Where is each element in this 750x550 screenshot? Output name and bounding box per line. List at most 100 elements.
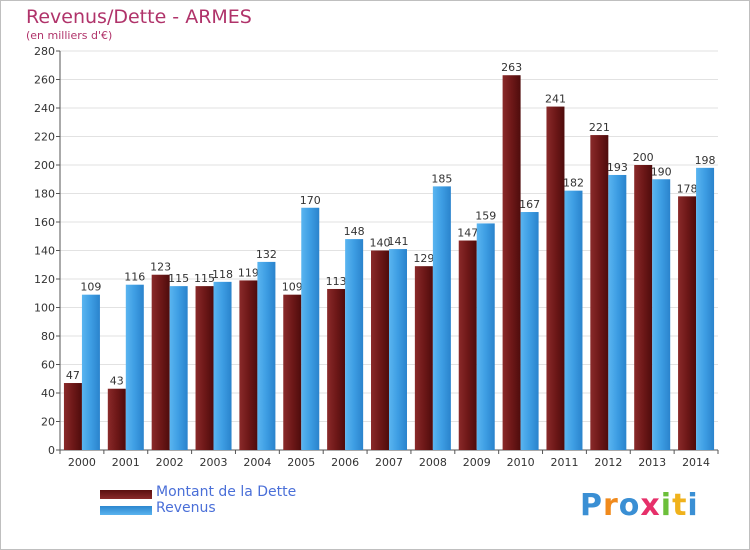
bar-revenue [301,207,320,450]
logo-letter: o [618,488,641,523]
data-label-debt: 263 [501,61,522,74]
bar-revenue [696,167,715,450]
y-tick-label: 80 [41,330,55,343]
y-tick-label: 140 [34,245,55,258]
data-label-revenue: 159 [475,209,496,222]
y-tick-label: 120 [34,273,55,286]
bar-revenue [389,249,407,450]
logo-letter: x [640,488,661,523]
data-label-revenue: 193 [607,161,628,174]
y-tick-label: 40 [41,387,55,400]
logo-letter: r [603,488,619,523]
y-tick-label: 60 [41,359,55,372]
x-tick-label: 2000 [68,456,96,469]
bar-debt [195,286,214,450]
data-label-revenue: 167 [519,198,540,211]
chart-title: Revenus/Dette - ARMES [26,6,252,28]
chart-subtitle: (en milliers d'€) [26,29,113,42]
logo-letter: i [660,488,673,523]
y-tick-label: 0 [48,444,55,457]
data-label-debt: 140 [370,237,391,250]
x-tick-label: 2013 [638,456,666,469]
x-tick-label: 2006 [331,456,359,469]
x-tick-label: 2012 [594,456,622,469]
x-tick-label: 2010 [507,456,535,469]
data-label-debt: 115 [194,272,215,285]
bar-debt [283,294,302,450]
bar-debt [414,266,433,450]
x-tick-label: 2005 [287,456,315,469]
bar-debt [63,383,82,450]
bar-debt [371,250,389,450]
data-label-revenue: 132 [256,248,277,261]
x-tick-label: 2001 [112,456,140,469]
bar-debt [151,274,170,450]
data-label-debt: 43 [110,375,124,388]
x-tick-label: 2004 [243,456,271,469]
bar-debt [107,388,126,450]
bar-debt [327,288,346,450]
bar-debt [678,196,697,450]
x-tick-label: 2008 [419,456,447,469]
data-label-debt: 221 [589,121,610,134]
bar-revenue [169,286,188,450]
data-label-debt: 123 [150,261,171,274]
data-label-revenue: 118 [212,268,233,281]
y-tick-label: 200 [34,159,55,172]
bar-debt [590,135,609,450]
data-label-debt: 47 [66,369,80,382]
data-label-debt: 178 [677,182,698,195]
y-tick-label: 160 [34,216,55,229]
data-label-debt: 109 [282,281,303,294]
y-tick-label: 180 [34,188,55,201]
legend-label-revenue: Revenus [156,500,216,516]
bar-debt [546,106,565,450]
bar-debt [239,280,258,450]
legend-label-debt: Montant de la Dette [156,484,297,500]
data-label-debt: 113 [326,275,347,288]
bar-revenue [564,190,583,450]
bar-debt [502,75,521,450]
data-label-debt: 119 [238,266,259,279]
bar-revenue [213,281,232,450]
bar-revenue [345,239,364,450]
data-label-debt: 241 [545,93,566,106]
y-tick-label: 20 [41,416,55,429]
y-tick-label: 260 [34,74,55,87]
data-label-debt: 129 [413,252,434,265]
y-tick-label: 280 [34,45,55,58]
bar-revenue [652,179,671,450]
y-tick-label: 100 [34,302,55,315]
data-label-revenue: 185 [431,172,452,185]
data-label-debt: 200 [633,151,654,164]
bar-revenue [81,294,100,450]
x-tick-label: 2002 [156,456,184,469]
data-label-revenue: 109 [80,281,101,294]
logo-letter: i [687,488,699,523]
legend-swatch-revenue [100,506,152,515]
data-label-debt: 147 [457,227,478,240]
data-label-revenue: 141 [388,235,409,248]
bar-revenue [432,186,451,450]
bar-revenue [608,174,627,450]
data-label-revenue: 198 [695,154,716,167]
bar-revenue [125,284,144,450]
bar-revenue [520,212,539,450]
x-tick-label: 2009 [463,456,491,469]
data-label-revenue: 190 [651,165,672,178]
data-label-revenue: 116 [124,271,145,284]
x-tick-label: 2011 [550,456,578,469]
legend-swatch-debt [100,490,152,499]
y-tick-label: 240 [34,102,55,115]
bar-debt [634,165,653,450]
x-tick-label: 2007 [375,456,403,469]
data-label-revenue: 182 [563,177,584,190]
proxiti-logo: Proxiti [580,488,699,523]
x-tick-label: 2014 [682,456,710,469]
data-label-revenue: 148 [344,225,365,238]
logo-letter: P [580,488,603,523]
x-tick-label: 2003 [200,456,228,469]
bar-revenue [476,223,495,450]
logo-letter: t [672,488,688,523]
